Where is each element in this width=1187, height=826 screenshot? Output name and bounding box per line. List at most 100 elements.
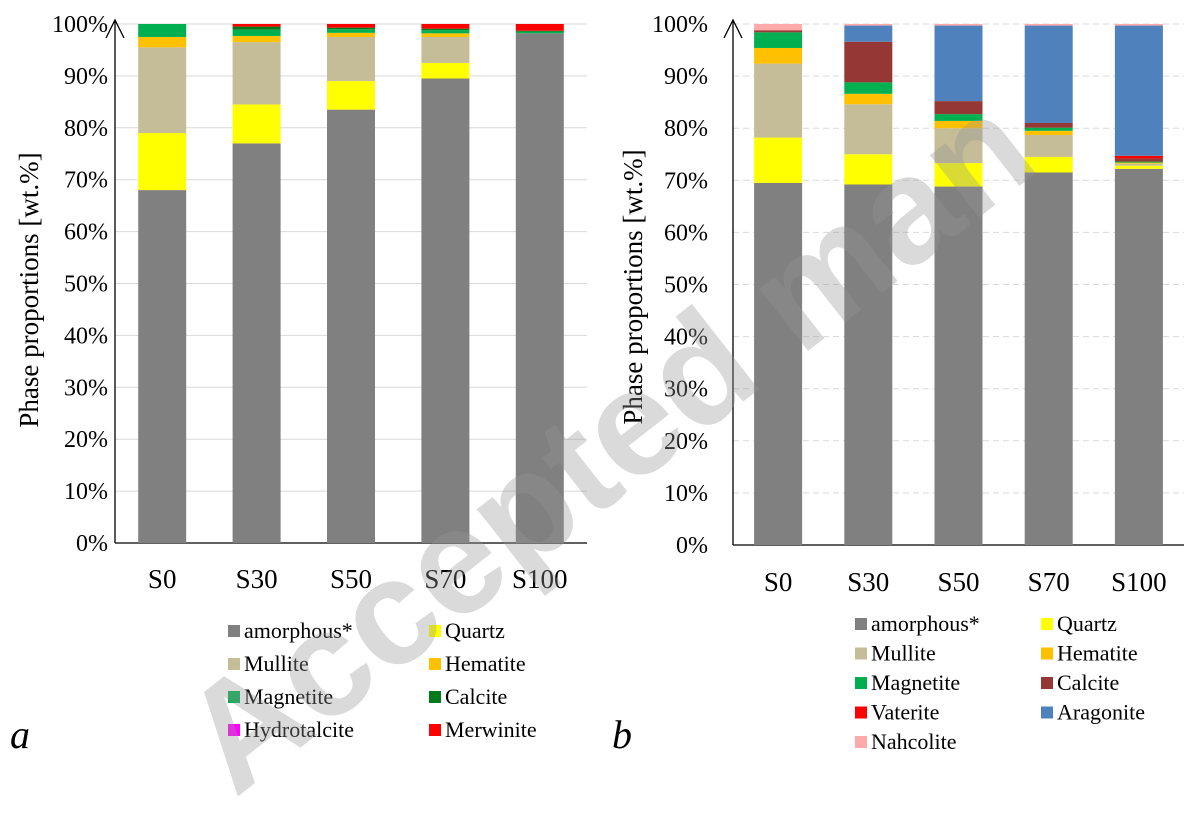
x-tick-label: S50 [937, 567, 979, 597]
legend-swatch [1041, 677, 1053, 689]
legend-swatch [228, 658, 240, 670]
legend-swatch [1041, 706, 1053, 719]
y-tick-label: 80% [664, 116, 708, 142]
legend-swatch [855, 647, 867, 660]
bar-segment-mullite [844, 104, 893, 155]
y-tick-label: 50% [664, 273, 708, 299]
bar-segment-quartz [1114, 165, 1163, 169]
bar-segment-calcite [515, 30, 564, 32]
bar-segment-aragonite [1024, 25, 1073, 123]
legend-label: Calcite [445, 684, 507, 709]
legend-label: Quartz [445, 618, 505, 643]
bar-segment-calcite [421, 28, 470, 31]
legend-swatch [855, 736, 867, 748]
x-tick-label: S100 [1111, 567, 1167, 597]
bar-segment-amorphous [515, 33, 564, 543]
bar-segment-hematite [327, 32, 375, 37]
bar-segment-calcite [844, 41, 893, 83]
bar-segment-quartz [754, 137, 803, 183]
y-tick-label: 70% [64, 168, 108, 194]
bar-segment-magnetite [232, 29, 281, 36]
y-tick-label: 40% [664, 325, 708, 351]
bar-segment-mullite [754, 63, 803, 138]
bar-segment-magnetite [138, 24, 187, 37]
bar-segment-amorphous [934, 186, 983, 545]
legend-label: Nahcolite [871, 729, 957, 754]
bar-segment-amorphous [138, 190, 187, 543]
bar-segment-amorphous [327, 109, 375, 543]
bar-segment-hematite [844, 93, 893, 105]
bar-segment-nahcolite [754, 24, 803, 31]
bar-segment-calcite [754, 30, 803, 33]
bar-segment-amorphous [844, 184, 893, 545]
legend-label: Quartz [1057, 611, 1117, 636]
bar-segment-amorphous [232, 143, 281, 543]
bar-segment-mullite [1114, 163, 1163, 166]
x-tick-label: S70 [424, 564, 466, 594]
bar-segment-hematite [754, 47, 803, 64]
y-tick-label: 40% [64, 323, 108, 349]
legend-label: Mullite [244, 651, 309, 676]
bar-segment-mullite [1024, 134, 1073, 157]
legend-swatch [228, 625, 240, 637]
bar-segment-magnetite [754, 32, 803, 48]
bar-segment-merwinite [421, 24, 470, 29]
y-axis-arrow [723, 18, 743, 39]
y-tick-label: 30% [664, 377, 708, 403]
y-tick-label: 90% [664, 64, 708, 90]
bar-segment-nahcolite [1114, 24, 1163, 26]
bar-segment-merwinite [327, 24, 375, 28]
bar-segment-amorphous [1114, 168, 1163, 545]
y-tick-label: 20% [664, 429, 708, 455]
legend-label: Vaterite [871, 700, 939, 725]
bar-segment-magnetite [421, 30, 470, 34]
legend-swatch [429, 724, 441, 736]
bar-segment-hematite [232, 35, 281, 43]
bar-segment-hematite [421, 33, 470, 37]
x-tick-label: S30 [236, 564, 278, 594]
y-tick-label: 60% [664, 220, 708, 246]
chart-panel-b: 0% 10% 20% 30% 40% 50% 60% 70% 80% 90% 100% Phase p… [618, 12, 1184, 754]
bar-segment-magnetite [327, 29, 375, 33]
panel-letter-b: b [612, 712, 632, 757]
figure: 0% 10% 20% 30% 40% 50% 60% 70% 80% 90% 100% Phase p… [10, 12, 1184, 824]
bar-segment-quartz [421, 62, 470, 79]
bar-segment-magnetite [844, 82, 893, 94]
bar-segment-aragonite [1114, 25, 1163, 156]
y-axis-label: Phase proportions [wt.%] [14, 152, 44, 427]
bar-segment-merwinite [515, 24, 564, 31]
bar-segment-hematite [1114, 162, 1163, 164]
legend-swatch [429, 691, 441, 703]
y-tick-label: 20% [64, 427, 108, 453]
legend-swatch [228, 691, 240, 703]
x-tick-label: S30 [847, 567, 889, 597]
y-tick-label: 70% [664, 168, 708, 194]
bar-segment-nahcolite [844, 24, 893, 26]
bar-segment-mullite [421, 36, 470, 63]
x-tick-label: S0 [148, 564, 177, 594]
y-axis-label: Phase proportions [wt.%] [618, 149, 648, 424]
bar-segment-quartz [844, 154, 893, 185]
legend-label: Magnetite [871, 670, 960, 695]
bar-segment-hematite [138, 36, 187, 48]
bar-segment-vaterite [1114, 155, 1163, 159]
bar-segment-magnetite [1024, 127, 1073, 131]
bar-segment-quartz [327, 81, 375, 110]
x-tick-label: S0 [764, 567, 793, 597]
legend-label: Aragonite [1057, 700, 1145, 725]
bar-segment-quartz [232, 104, 281, 144]
bar-segment-amorphous [1024, 172, 1073, 546]
bar-segment-amorphous [421, 78, 470, 544]
legend-swatch [855, 706, 867, 719]
legend-label: amorphous* [871, 611, 980, 636]
bar-segment-mullite [138, 47, 187, 133]
bar-segment-quartz [138, 132, 187, 191]
bar-segment-nahcolite [1024, 24, 1073, 26]
bar-segment-magnetite [1114, 161, 1163, 163]
bar-segment-aragonite [934, 25, 983, 102]
legend-label: Mullite [871, 641, 936, 666]
legend-swatch [1041, 647, 1053, 660]
bar-segment-calcite [232, 26, 281, 30]
legend-swatch [1041, 618, 1053, 630]
y-tick-label: 100% [52, 12, 108, 38]
